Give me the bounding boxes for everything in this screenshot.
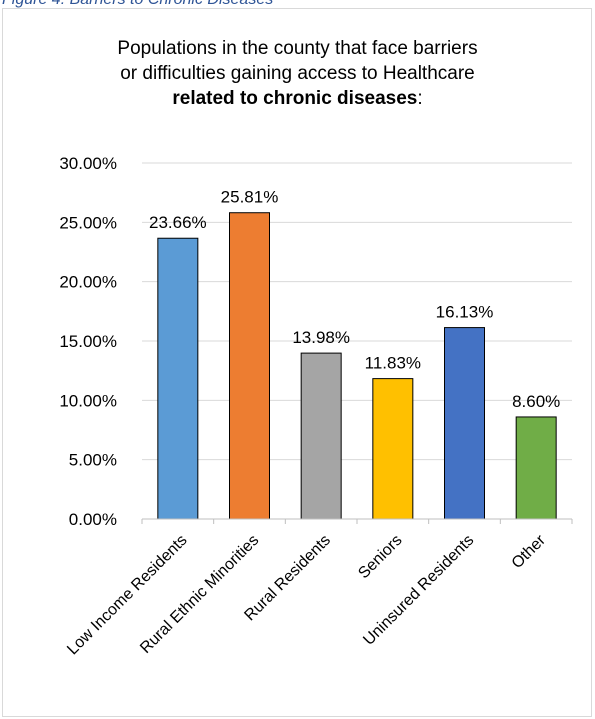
data-label: 13.98% — [292, 328, 350, 347]
y-tick-label: 25.00% — [59, 213, 117, 232]
y-tick-label: 10.00% — [59, 391, 117, 410]
chart-title-bold: related to chronic diseases — [172, 88, 418, 109]
bars — [157, 212, 557, 520]
category-label: Other — [509, 531, 550, 572]
x-axis — [141, 518, 573, 524]
category-label: Seniors — [355, 532, 405, 582]
figure-caption: Figure 4: Barriers to Chronic Diseases — [2, 0, 273, 9]
data-label: 11.83% — [365, 354, 421, 373]
chart-frame — [2, 8, 592, 717]
bar — [515, 416, 557, 520]
bar — [444, 327, 485, 520]
y-tick-label: 5.00% — [69, 451, 117, 470]
y-tick-label: 0.00% — [69, 510, 117, 529]
chart-title: Populations in the county that face barr… — [0, 36, 595, 111]
data-label: 16.13% — [436, 303, 494, 322]
y-tick-label: 30.00% — [59, 154, 117, 173]
chart-title-line-1: Populations in the county that face barr… — [117, 38, 478, 59]
chart-title-suffix: : — [417, 88, 423, 109]
y-axis-tick-labels: 0.00% 5.00% 10.00% 15.00% 20.00% 25.00% 30.00% — [59, 154, 117, 529]
data-label: 8.60% — [512, 392, 560, 411]
data-label: 23.66% — [149, 213, 207, 232]
bar — [157, 237, 199, 520]
y-tick-label: 15.00% — [59, 332, 117, 351]
bar — [372, 378, 414, 520]
category-label: Rural Ethnic Minorities — [137, 532, 262, 657]
category-label: Low Income Residents — [64, 532, 190, 658]
data-labels: 23.66% 25.81% 13.98% 11.83% 16.13% 8.60% — [149, 188, 560, 411]
chart-title-line-3: related to chronic diseases: — [0, 86, 595, 111]
data-label: 25.81% — [221, 188, 279, 207]
chart-title-line-2: or difficulties gaining access to Health… — [120, 63, 475, 84]
y-tick-label: 20.00% — [59, 273, 117, 292]
gridlines — [142, 162, 572, 461]
bar — [229, 212, 270, 520]
bar — [300, 352, 342, 520]
